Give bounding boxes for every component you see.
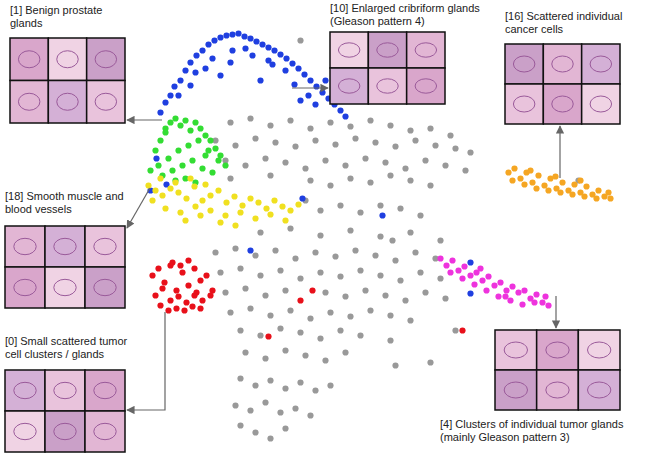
svg-text:[10] Enlarged cribriform gland: [10] Enlarged cribriform glands(Gleason … bbox=[330, 2, 480, 27]
svg-text:[18] Smooth muscle andblood ve: [18] Smooth muscle andblood vessels bbox=[5, 190, 124, 215]
svg-text:[16] Scattered individualcance: [16] Scattered individualcancer cells bbox=[505, 10, 622, 35]
svg-text:[1] Benign prostateglands: [1] Benign prostateglands bbox=[10, 4, 102, 29]
svg-text:[0] Small scattered tumorcell: [0] Small scattered tumorcell clusters /… bbox=[5, 335, 128, 360]
svg-text:[4] Clusters of individual tum: [4] Clusters of individual tumor glands(… bbox=[440, 418, 624, 443]
